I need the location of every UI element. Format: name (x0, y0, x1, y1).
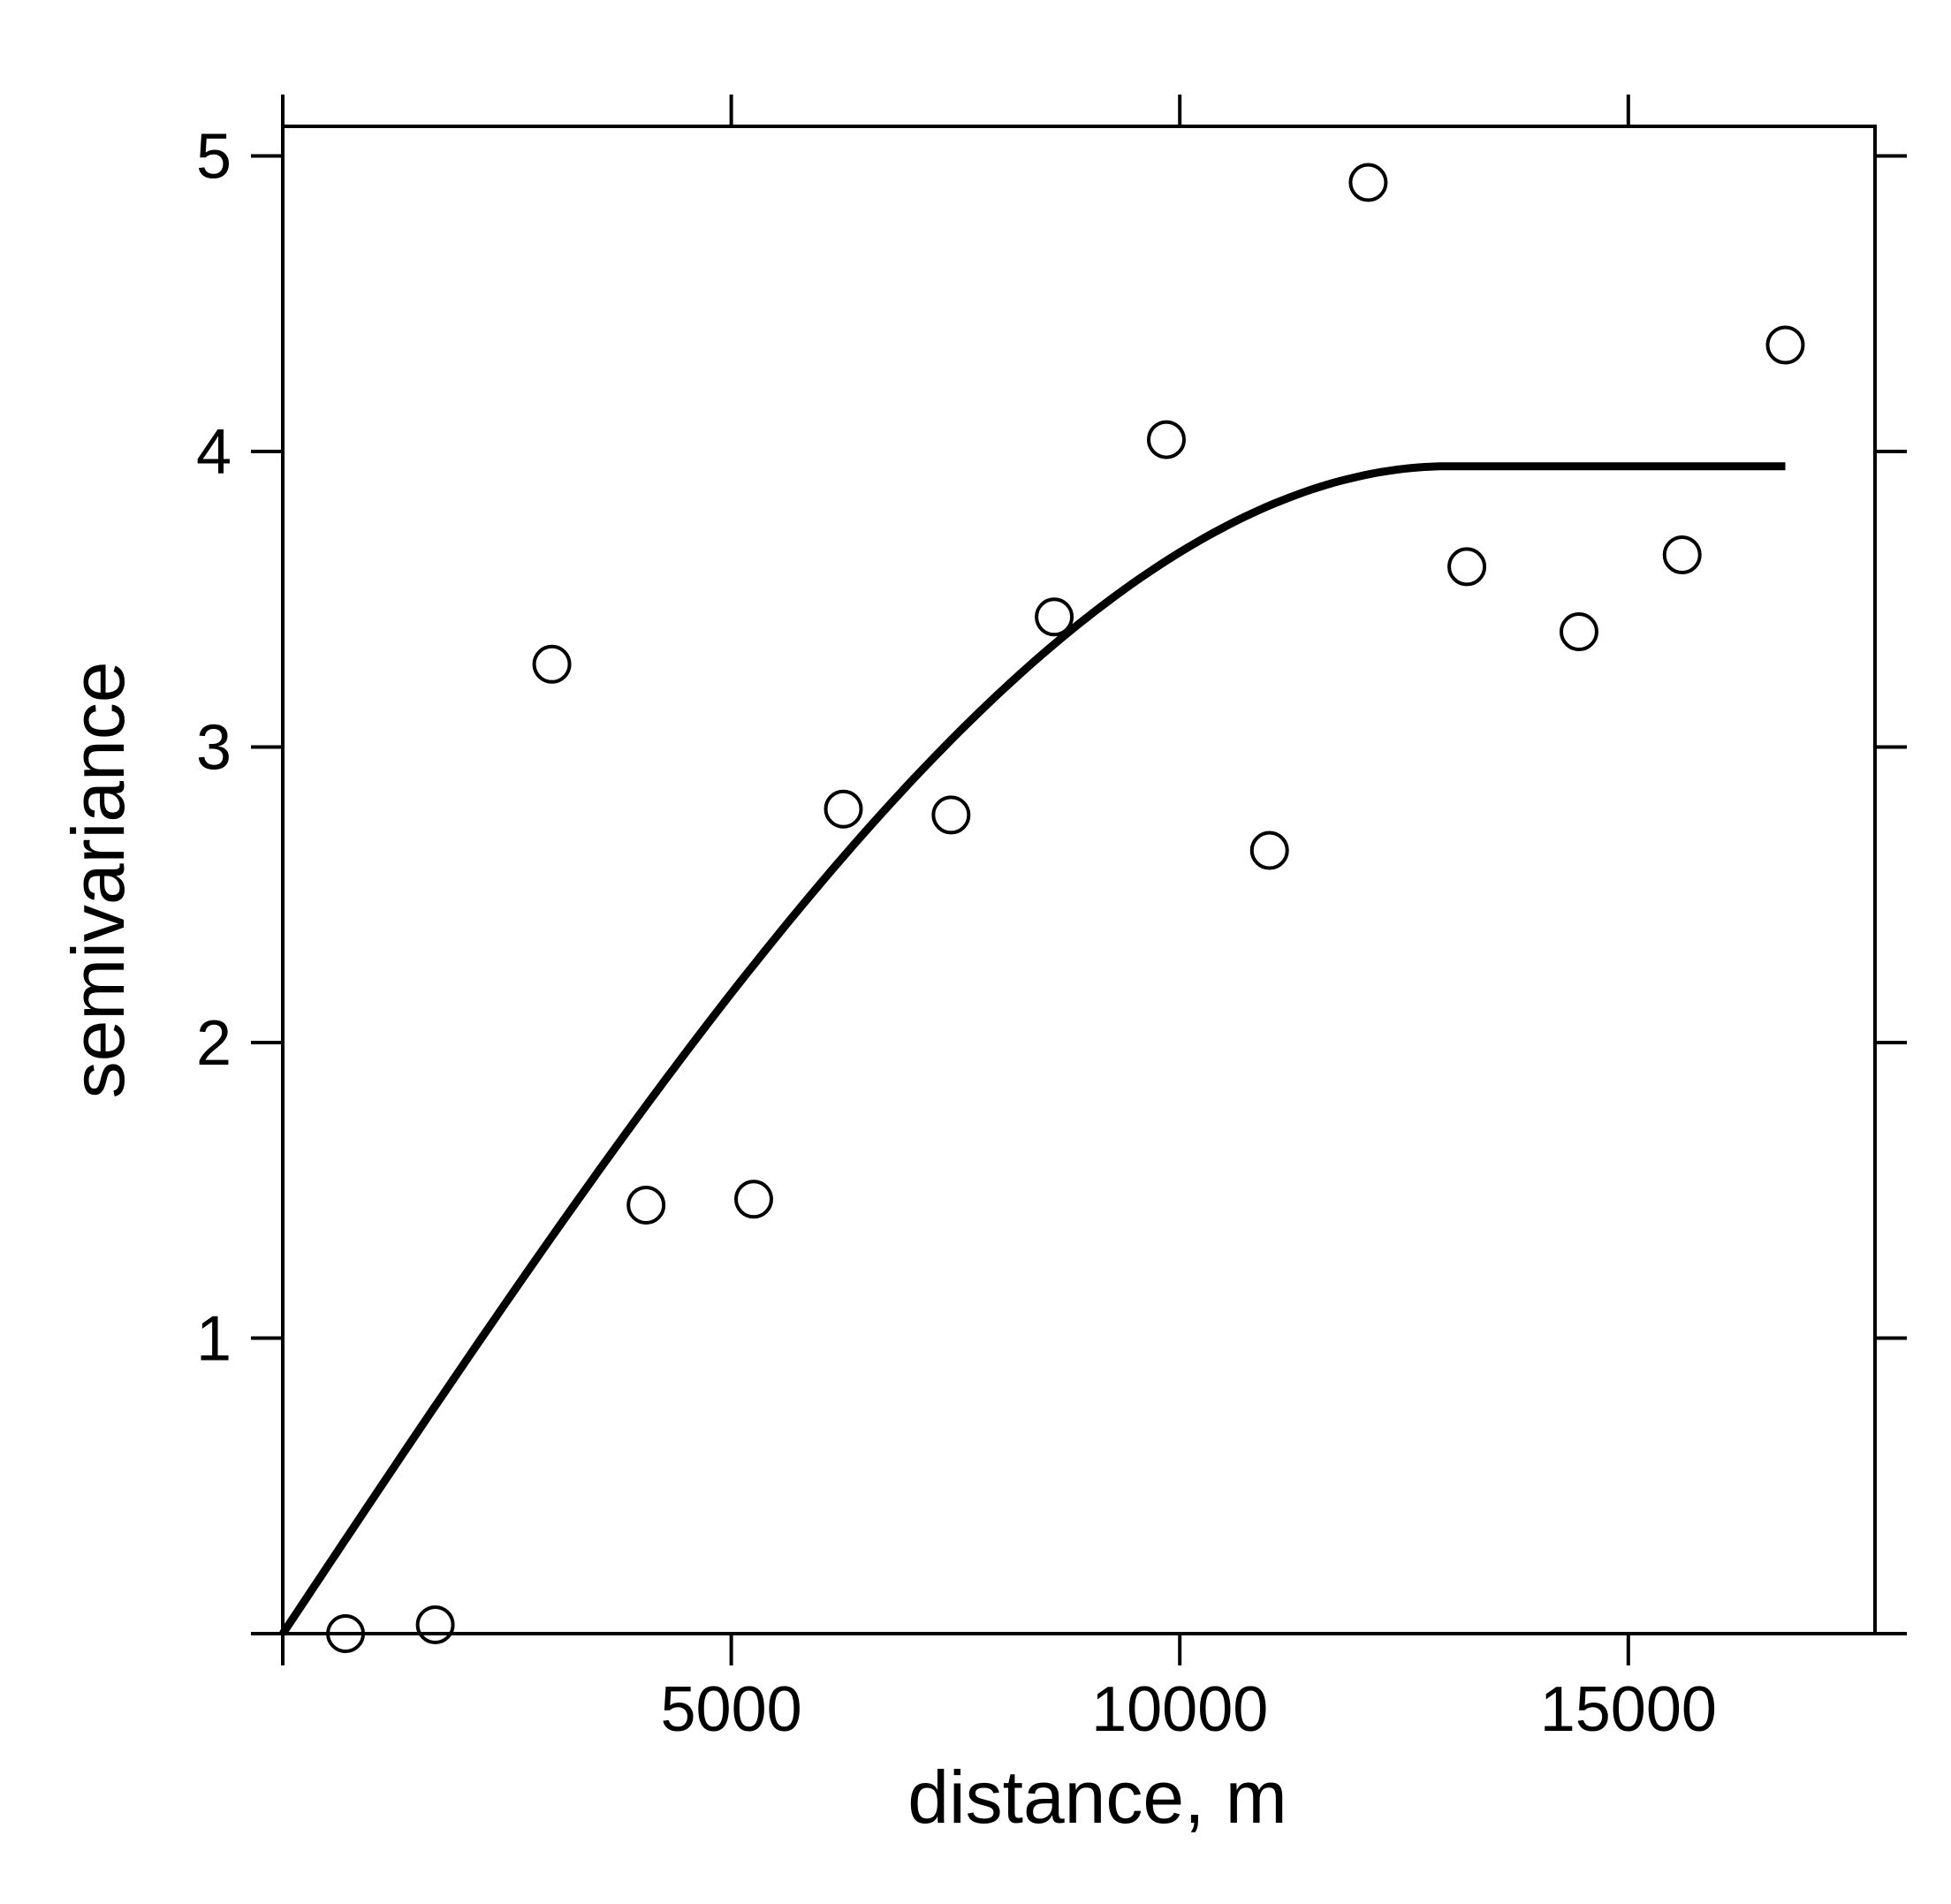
data-point (326, 1614, 366, 1653)
y-tick-label: 3 (196, 712, 232, 783)
data-point (1035, 597, 1074, 637)
spherical-model-curve (279, 462, 1786, 1636)
x-tick-label: 5000 (661, 1674, 802, 1745)
axis-tick-labels: 5000 10000 15000 1 2 3 4 5 (196, 121, 1717, 1745)
data-points (326, 163, 1805, 1653)
x-axis-title: distance, m (907, 1756, 1287, 1839)
data-point (532, 644, 572, 684)
data-point (1447, 547, 1487, 587)
data-point (626, 1185, 666, 1225)
data-point (1146, 420, 1186, 459)
data-point (415, 1604, 455, 1644)
data-point (1249, 831, 1289, 870)
x-tick-label: 10000 (1091, 1674, 1268, 1745)
data-point (1559, 612, 1598, 652)
data-point (1662, 535, 1702, 575)
data-point (824, 789, 863, 829)
y-tick-label: 1 (196, 1303, 232, 1374)
x-tick-label: 15000 (1540, 1674, 1717, 1745)
y-tick-label: 4 (196, 417, 232, 488)
y-axis-title: semivariance (57, 662, 140, 1099)
data-point (931, 795, 971, 835)
data-point (1348, 163, 1388, 202)
data-point (733, 1180, 773, 1219)
y-tick-label: 2 (196, 1008, 232, 1079)
axis-ticks (251, 95, 1907, 1665)
y-tick-label: 5 (196, 121, 232, 192)
data-point (1765, 325, 1805, 365)
plot-frame (281, 125, 1877, 1635)
